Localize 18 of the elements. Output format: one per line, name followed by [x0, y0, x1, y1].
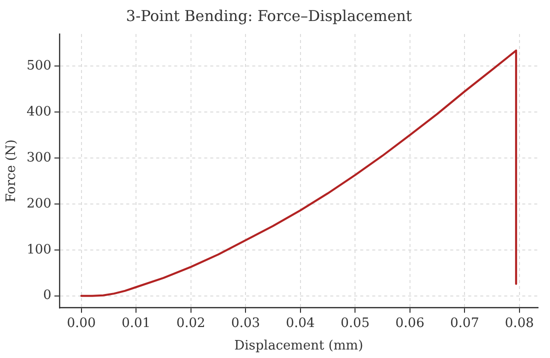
x-tick-label: 0.02: [176, 316, 206, 331]
x-tick-label: 0.08: [504, 316, 534, 331]
x-axis-title: Displacement (mm): [234, 338, 364, 354]
x-tick-label: 0.04: [286, 316, 315, 331]
y-tick-label: 400: [26, 104, 52, 120]
y-tick-label: 300: [26, 150, 52, 166]
x-tick-label: 0.01: [122, 316, 151, 331]
y-tick-label: 0: [43, 288, 52, 304]
x-tick-label: 0.05: [340, 316, 370, 331]
y-tick-label: 200: [26, 196, 52, 212]
x-tick-label: 0.07: [450, 316, 480, 331]
y-tick-label: 500: [26, 58, 52, 74]
chart-title: 3-Point Bending: Force–Displacement: [126, 6, 412, 25]
x-tick-label: 0.03: [231, 316, 260, 331]
y-tick-label: 100: [26, 242, 52, 258]
x-tick-label: 0.06: [395, 316, 424, 331]
x-tick-label: 0.00: [66, 316, 96, 331]
y-axis-title: Force (N): [4, 139, 20, 202]
